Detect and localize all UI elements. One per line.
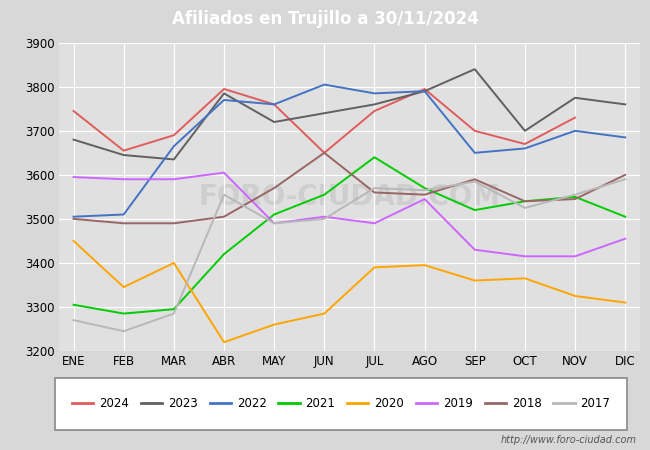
Text: Afiliados en Trujillo a 30/11/2024: Afiliados en Trujillo a 30/11/2024 xyxy=(172,10,478,28)
Text: FORO-CIUDAD.COM: FORO-CIUDAD.COM xyxy=(198,183,500,211)
Text: http://www.foro-ciudad.com: http://www.foro-ciudad.com xyxy=(501,435,637,445)
FancyBboxPatch shape xyxy=(55,378,627,430)
Legend: 2024, 2023, 2022, 2021, 2020, 2019, 2018, 2017: 2024, 2023, 2022, 2021, 2020, 2019, 2018… xyxy=(68,393,615,415)
